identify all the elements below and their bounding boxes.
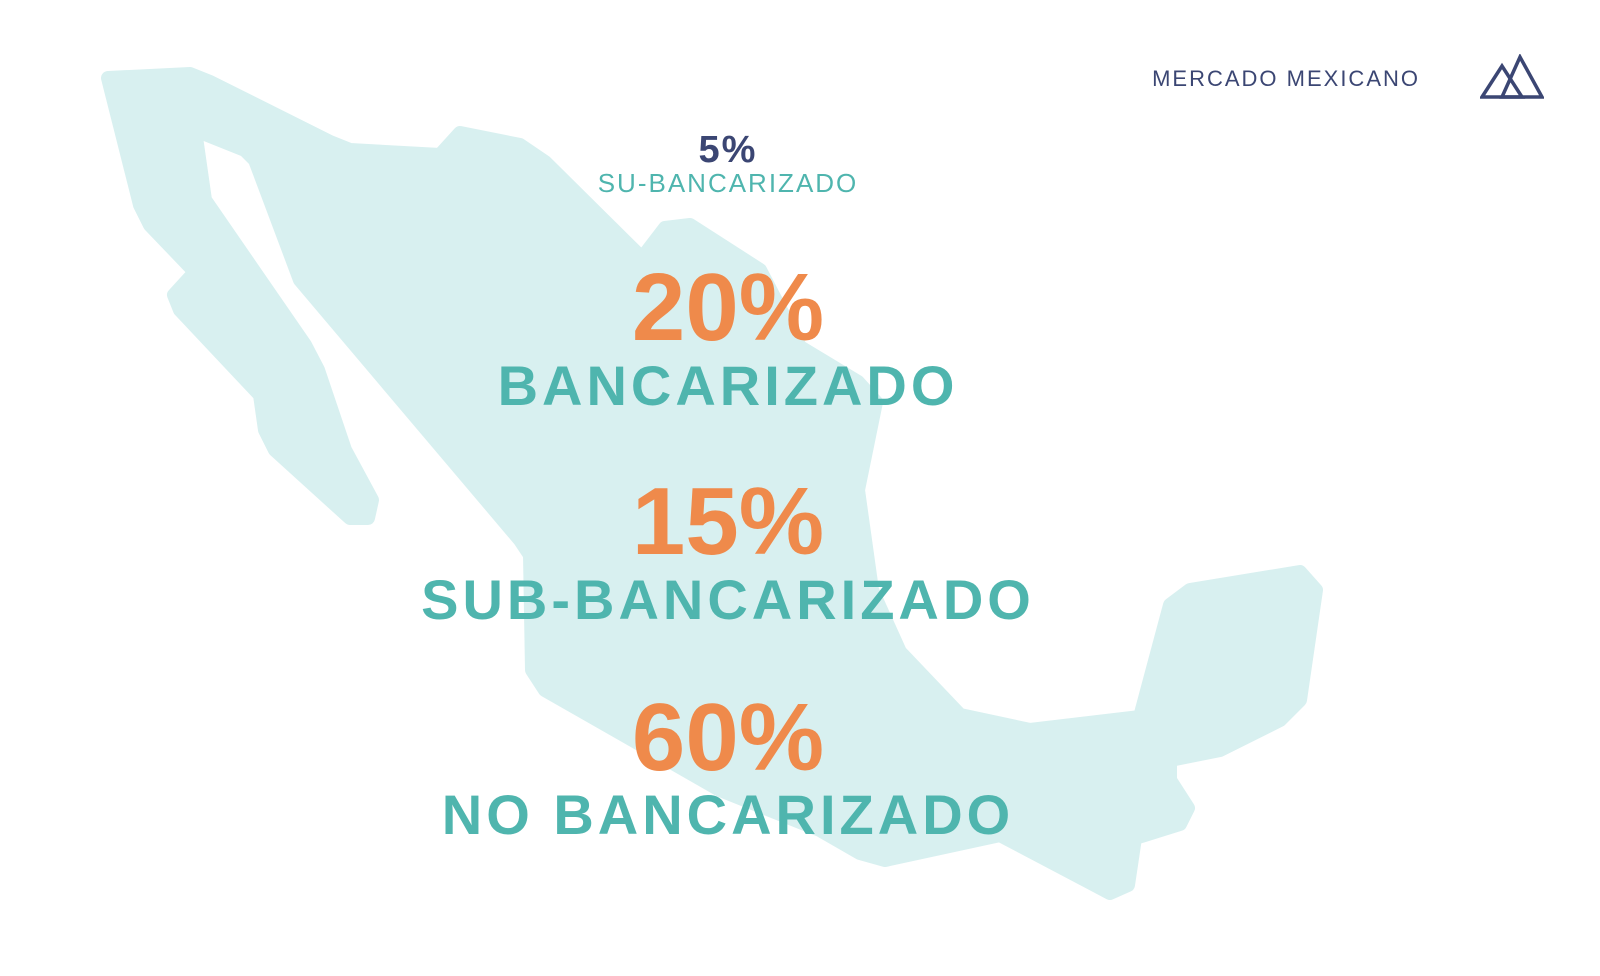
stat-60-label: NO BANCARIZADO xyxy=(441,783,1015,846)
stat-60-value: 60% xyxy=(631,684,825,791)
stat-15-label: SUB-BANCARIZADO xyxy=(421,568,1035,631)
stat-20-value: 20% xyxy=(631,254,825,361)
stat-5-label: SU-BANCARIZADO xyxy=(597,168,859,198)
stat-20-label: BANCARIZADO xyxy=(497,354,959,417)
mountains-icon xyxy=(1480,54,1544,99)
stat-15-value: 15% xyxy=(631,468,825,575)
stat-5-value: 5% xyxy=(698,129,758,171)
brand-title: MERCADO MEXICANO xyxy=(1152,66,1420,91)
